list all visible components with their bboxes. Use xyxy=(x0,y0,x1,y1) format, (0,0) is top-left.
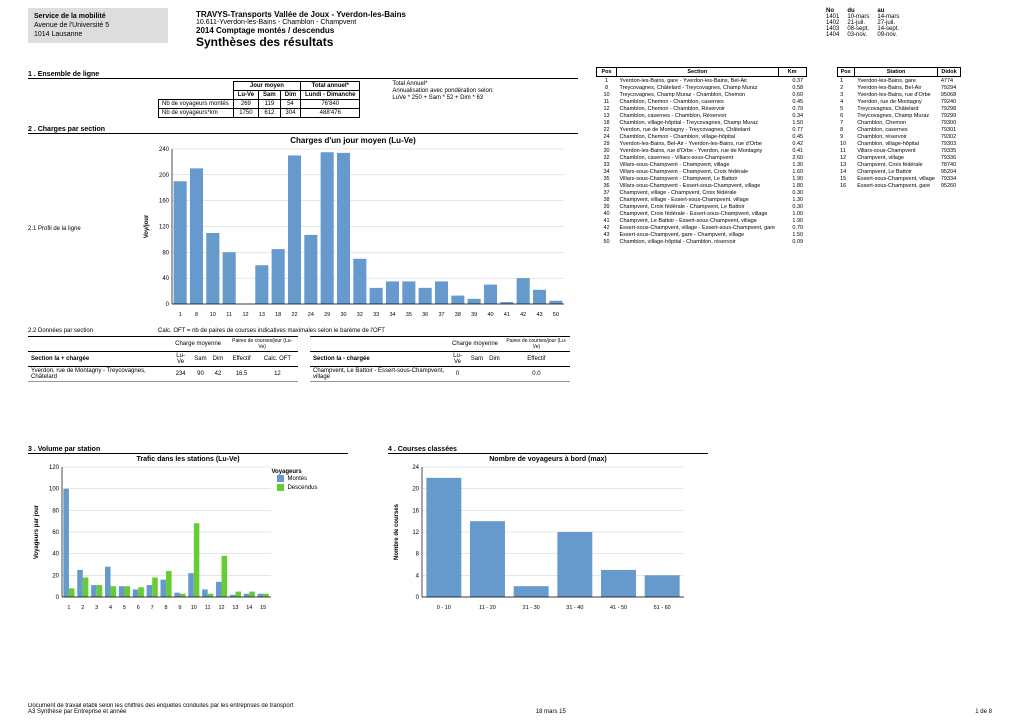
header-title-block: TRAVYS-Transports Vallée de Joux - Yverd… xyxy=(168,8,822,49)
svg-text:0 - 10: 0 - 10 xyxy=(437,605,451,611)
svg-text:12: 12 xyxy=(219,605,225,611)
section-3-title: 3 . Volume par station xyxy=(28,446,348,454)
svg-text:6: 6 xyxy=(137,605,140,611)
chart3-legend: Voyageurs MontésDescendus xyxy=(271,469,348,613)
svg-text:11: 11 xyxy=(205,605,211,611)
svg-text:160: 160 xyxy=(159,199,170,205)
svg-text:240: 240 xyxy=(159,147,170,153)
ensemble-table: Jour moyenTotal annuel*Lu-VeSamDimLundi … xyxy=(158,81,360,118)
svg-text:10: 10 xyxy=(191,605,197,611)
svg-text:30: 30 xyxy=(340,312,346,318)
svg-text:40: 40 xyxy=(162,276,169,282)
svg-text:14: 14 xyxy=(246,605,252,611)
svg-text:33: 33 xyxy=(373,312,379,318)
chart3-title: Trafic dans les stations (Lu-Ve) xyxy=(28,456,348,463)
header-surveys: Noduau140110-mars14-mars140221-juil.27-j… xyxy=(822,8,992,38)
svg-text:21 - 30: 21 - 30 xyxy=(523,605,540,611)
svg-text:13: 13 xyxy=(259,312,265,318)
svg-text:3: 3 xyxy=(95,605,98,611)
svg-text:2: 2 xyxy=(81,605,84,611)
svg-text:22: 22 xyxy=(291,312,297,318)
svg-text:18: 18 xyxy=(275,312,281,318)
chart3: 02040608010012012345678910111213141516Vo… xyxy=(28,463,271,613)
svg-text:12: 12 xyxy=(242,312,248,318)
svg-text:34: 34 xyxy=(389,312,395,318)
svg-text:12: 12 xyxy=(412,530,419,536)
svg-text:120: 120 xyxy=(159,225,170,231)
svg-text:10: 10 xyxy=(210,312,216,318)
header: Service de la mobilité Avenue de l'Unive… xyxy=(28,8,992,49)
svg-text:Voy/jour: Voy/jour xyxy=(144,214,150,238)
svg-text:20: 20 xyxy=(412,487,419,493)
svg-text:41 - 50: 41 - 50 xyxy=(610,605,627,611)
header-agency: Service de la mobilité Avenue de l'Unive… xyxy=(28,8,168,43)
svg-text:Voyageurs par jour: Voyageurs par jour xyxy=(34,504,40,559)
svg-text:24: 24 xyxy=(308,312,314,318)
svg-text:29: 29 xyxy=(324,312,330,318)
svg-text:15: 15 xyxy=(260,605,266,611)
footer: Document de travail établi selon les chi… xyxy=(28,703,992,715)
svg-text:4: 4 xyxy=(109,605,112,611)
svg-text:120: 120 xyxy=(49,465,60,471)
sections-table: PosSectionKm1Yverdon-les-Bains, gare - Y… xyxy=(596,67,807,245)
svg-text:200: 200 xyxy=(159,173,170,179)
profile-label: 2.1 Profil de la ligne xyxy=(28,226,138,232)
svg-text:36: 36 xyxy=(422,312,428,318)
svg-text:11 - 20: 11 - 20 xyxy=(479,605,496,611)
section-2-title: 2 . Charges par section xyxy=(28,126,578,134)
svg-text:1: 1 xyxy=(67,605,70,611)
svg-text:43: 43 xyxy=(536,312,542,318)
svg-text:0: 0 xyxy=(56,595,60,601)
svg-text:4: 4 xyxy=(416,573,420,579)
svg-text:5: 5 xyxy=(123,605,126,611)
chart1-title: Charges d'un jour moyen (Lu-Ve) xyxy=(138,136,568,145)
donnees-label: 2.2 Données par section xyxy=(28,328,138,334)
svg-text:32: 32 xyxy=(357,312,363,318)
svg-text:20: 20 xyxy=(52,573,59,579)
svg-text:31 - 40: 31 - 40 xyxy=(566,605,583,611)
svg-text:24: 24 xyxy=(412,465,419,471)
svg-text:38: 38 xyxy=(455,312,461,318)
chart4-title: Nombre de voyageurs à bord (max) xyxy=(388,456,708,463)
chart4: 0 4 8 12 16 20 24 0 - 10 11 - 20 21 - 30 31 - 40 41… xyxy=(388,463,688,613)
section-4-title: 4 . Courses classées xyxy=(388,446,708,454)
svg-text:0: 0 xyxy=(416,595,420,601)
stations-table: PosStationDidok1Yverdon-les-Bains, gare4… xyxy=(837,67,961,189)
svg-text:39: 39 xyxy=(471,312,477,318)
svg-text:40: 40 xyxy=(52,552,59,558)
svg-text:9: 9 xyxy=(178,605,181,611)
svg-text:Nombre de courses: Nombre de courses xyxy=(394,503,400,560)
charge-table-minus: Charge moyennePaires de courses/jour (Lu… xyxy=(310,336,570,382)
annual-note: Total Annuel* Annualisation avec pondéra… xyxy=(392,81,493,103)
calc-note: Calc. OFT = nb de paires de courses indi… xyxy=(158,328,385,334)
svg-text:41: 41 xyxy=(504,312,510,318)
section-1-title: 1 . Ensemble de ligne xyxy=(28,71,578,79)
svg-text:51 - 60: 51 - 60 xyxy=(654,605,671,611)
svg-text:37: 37 xyxy=(438,312,444,318)
svg-text:0: 0 xyxy=(166,302,170,308)
svg-text:100: 100 xyxy=(49,487,60,493)
svg-text:40: 40 xyxy=(487,312,493,318)
svg-text:16: 16 xyxy=(412,508,419,514)
svg-text:1: 1 xyxy=(179,312,182,318)
svg-text:8: 8 xyxy=(416,552,420,558)
svg-text:42: 42 xyxy=(520,312,526,318)
chart1: 0408012016020024018101112131822242930323… xyxy=(138,145,568,320)
svg-text:13: 13 xyxy=(232,605,238,611)
svg-text:60: 60 xyxy=(52,530,59,536)
svg-text:80: 80 xyxy=(162,250,169,256)
svg-text:7: 7 xyxy=(151,605,154,611)
svg-text:8: 8 xyxy=(165,605,168,611)
charge-table-plus: Charge moyennePaires de courses/jour (Lu… xyxy=(28,336,298,382)
svg-text:80: 80 xyxy=(52,508,59,514)
svg-text:35: 35 xyxy=(406,312,412,318)
svg-text:50: 50 xyxy=(553,312,559,318)
svg-text:11: 11 xyxy=(226,312,232,318)
svg-text:8: 8 xyxy=(195,312,198,318)
